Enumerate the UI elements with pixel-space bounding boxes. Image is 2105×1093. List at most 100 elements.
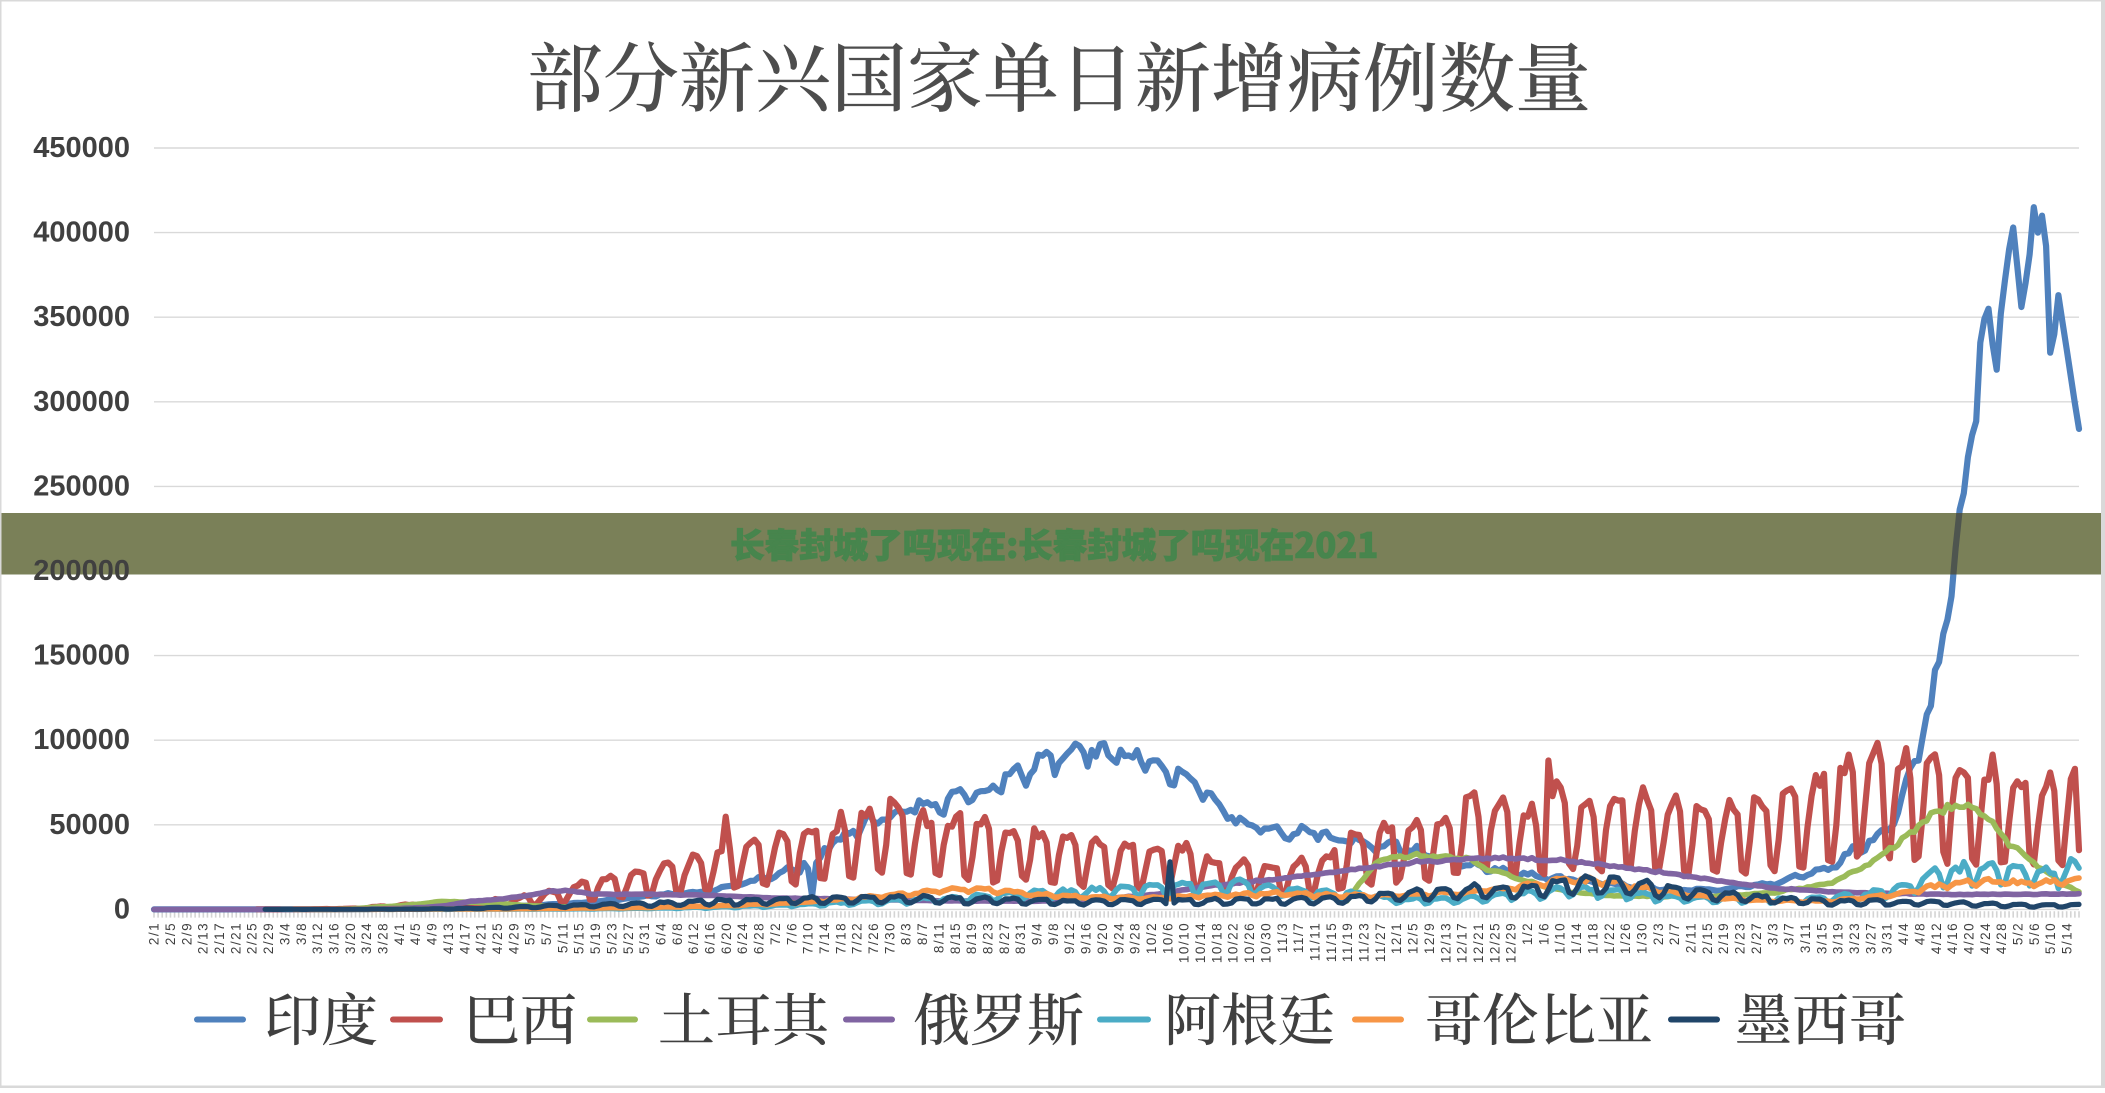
svg-text:10/22: 10/22 bbox=[1226, 922, 1241, 963]
svg-text:7/18: 7/18 bbox=[833, 922, 848, 954]
svg-text:8/11: 8/11 bbox=[931, 922, 946, 953]
svg-text:5/3: 5/3 bbox=[523, 922, 538, 945]
svg-text:8/3: 8/3 bbox=[899, 922, 914, 945]
svg-text:6/8: 6/8 bbox=[670, 922, 685, 945]
svg-text:4/5: 4/5 bbox=[408, 922, 423, 945]
svg-text:2/21: 2/21 bbox=[228, 922, 243, 954]
svg-text:9/20: 9/20 bbox=[1095, 922, 1110, 954]
svg-text:1/14: 1/14 bbox=[1569, 922, 1584, 954]
svg-text:3/27: 3/27 bbox=[1863, 922, 1878, 954]
svg-text:6/16: 6/16 bbox=[703, 922, 718, 954]
svg-text:6/24: 6/24 bbox=[735, 922, 750, 954]
svg-text:12/29: 12/29 bbox=[1504, 922, 1519, 963]
svg-text:0: 0 bbox=[114, 893, 130, 925]
svg-text:5/10: 5/10 bbox=[2043, 922, 2058, 954]
svg-text:7/30: 7/30 bbox=[882, 922, 897, 954]
svg-text:1/26: 1/26 bbox=[1618, 922, 1633, 954]
svg-text:8/27: 8/27 bbox=[997, 922, 1012, 954]
svg-text:9/12: 9/12 bbox=[1062, 922, 1077, 954]
svg-text:400000: 400000 bbox=[33, 217, 130, 249]
svg-text:5/27: 5/27 bbox=[621, 922, 636, 954]
svg-text:11/11: 11/11 bbox=[1308, 922, 1323, 961]
svg-text:4/9: 4/9 bbox=[425, 922, 440, 945]
svg-text:4/12: 4/12 bbox=[1929, 922, 1944, 954]
svg-text:11/23: 11/23 bbox=[1357, 922, 1372, 962]
svg-text:4/24: 4/24 bbox=[1978, 922, 1993, 954]
svg-text:11/15: 11/15 bbox=[1324, 922, 1339, 962]
svg-text:5/7: 5/7 bbox=[539, 922, 554, 945]
svg-text:3/15: 3/15 bbox=[1814, 922, 1829, 954]
svg-text:6/20: 6/20 bbox=[719, 922, 734, 954]
svg-text:12/5: 12/5 bbox=[1406, 922, 1421, 954]
svg-text:300000: 300000 bbox=[33, 386, 130, 418]
svg-text:3/11: 3/11 bbox=[1798, 922, 1813, 953]
svg-text:11/3: 11/3 bbox=[1275, 922, 1290, 953]
svg-text:10/14: 10/14 bbox=[1193, 922, 1208, 963]
svg-text:6/28: 6/28 bbox=[752, 922, 767, 954]
svg-text:2/13: 2/13 bbox=[196, 922, 211, 954]
svg-text:5/23: 5/23 bbox=[604, 922, 619, 954]
svg-text:4/20: 4/20 bbox=[1962, 922, 1977, 954]
svg-text:7/2: 7/2 bbox=[768, 922, 783, 945]
svg-text:12/13: 12/13 bbox=[1438, 922, 1453, 963]
svg-text:3/31: 3/31 bbox=[1880, 922, 1895, 954]
svg-text:1/2: 1/2 bbox=[1520, 922, 1535, 945]
svg-text:5/15: 5/15 bbox=[572, 922, 587, 954]
svg-text:3/8: 3/8 bbox=[294, 922, 309, 945]
svg-text:9/16: 9/16 bbox=[1079, 922, 1094, 954]
svg-text:4/1: 4/1 bbox=[392, 922, 407, 945]
svg-text:7/6: 7/6 bbox=[784, 922, 799, 945]
svg-text:100000: 100000 bbox=[33, 724, 130, 756]
svg-text:7/22: 7/22 bbox=[850, 922, 865, 954]
svg-text:4/25: 4/25 bbox=[490, 922, 505, 954]
svg-text:3/12: 3/12 bbox=[310, 922, 325, 954]
svg-text:4/8: 4/8 bbox=[1912, 922, 1927, 945]
svg-text:450000: 450000 bbox=[33, 132, 130, 164]
svg-text:1/6: 1/6 bbox=[1536, 922, 1551, 945]
svg-text:8/19: 8/19 bbox=[964, 922, 979, 954]
svg-text:2/15: 2/15 bbox=[1700, 922, 1715, 954]
svg-text:200000: 200000 bbox=[33, 555, 130, 587]
svg-text:8/31: 8/31 bbox=[1013, 922, 1028, 954]
svg-text:10/30: 10/30 bbox=[1258, 922, 1273, 963]
svg-text:4/13: 4/13 bbox=[441, 922, 456, 954]
svg-text:5/14: 5/14 bbox=[2060, 922, 2075, 954]
svg-text:12/25: 12/25 bbox=[1487, 922, 1502, 963]
svg-text:3/19: 3/19 bbox=[1831, 922, 1846, 954]
svg-text:9/24: 9/24 bbox=[1111, 922, 1126, 954]
svg-text:350000: 350000 bbox=[33, 301, 130, 333]
svg-text:2/1: 2/1 bbox=[147, 922, 162, 945]
svg-text:1/22: 1/22 bbox=[1602, 922, 1617, 954]
svg-text:1/30: 1/30 bbox=[1635, 922, 1650, 954]
svg-text:12/9: 12/9 bbox=[1422, 922, 1437, 954]
svg-text:7/26: 7/26 bbox=[866, 922, 881, 954]
svg-text:4/16: 4/16 bbox=[1945, 922, 1960, 954]
svg-text:3/3: 3/3 bbox=[1765, 922, 1780, 945]
svg-text:12/21: 12/21 bbox=[1471, 922, 1486, 963]
svg-text:2/9: 2/9 bbox=[179, 922, 194, 945]
svg-text:2/23: 2/23 bbox=[1733, 922, 1748, 954]
svg-text:5/19: 5/19 bbox=[588, 922, 603, 954]
svg-text:3/4: 3/4 bbox=[277, 922, 292, 945]
svg-text:150000: 150000 bbox=[33, 640, 130, 672]
svg-text:250000: 250000 bbox=[33, 470, 130, 502]
svg-text:4/21: 4/21 bbox=[474, 922, 489, 954]
svg-text:4/4: 4/4 bbox=[1896, 922, 1911, 945]
svg-text:9/8: 9/8 bbox=[1046, 922, 1061, 945]
svg-text:11/7: 11/7 bbox=[1291, 922, 1306, 953]
svg-text:3/16: 3/16 bbox=[327, 922, 342, 954]
svg-text:3/28: 3/28 bbox=[376, 922, 391, 954]
svg-text:3/20: 3/20 bbox=[343, 922, 358, 954]
svg-text:9/28: 9/28 bbox=[1128, 922, 1143, 954]
svg-text:5/31: 5/31 bbox=[637, 922, 652, 954]
svg-text:3/23: 3/23 bbox=[1847, 922, 1862, 954]
svg-text:2/7: 2/7 bbox=[1667, 922, 1682, 945]
svg-text:9/4: 9/4 bbox=[1030, 922, 1045, 945]
svg-text:10/6: 10/6 bbox=[1160, 922, 1175, 954]
svg-text:8/23: 8/23 bbox=[981, 922, 996, 954]
svg-text:7/14: 7/14 bbox=[817, 922, 832, 954]
svg-text:50000: 50000 bbox=[49, 809, 130, 841]
svg-text:5/6: 5/6 bbox=[2027, 922, 2042, 945]
svg-text:2/27: 2/27 bbox=[1749, 922, 1764, 954]
svg-text:10/26: 10/26 bbox=[1242, 922, 1257, 963]
